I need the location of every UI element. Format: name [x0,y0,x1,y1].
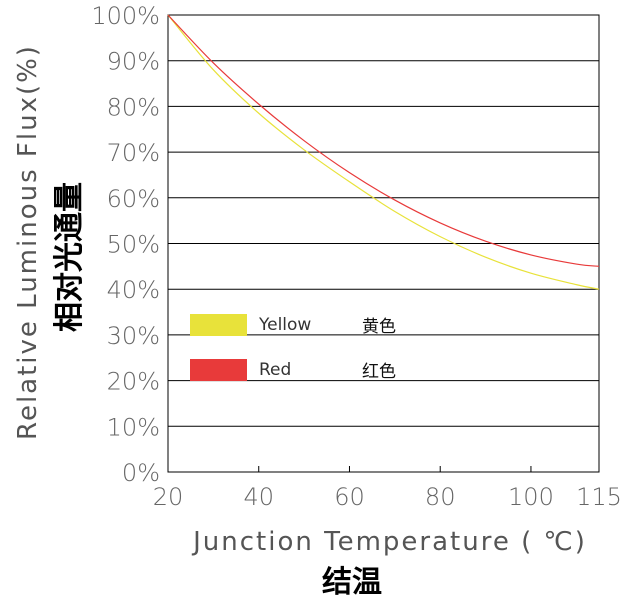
y-tick-label: 30% [107,322,160,350]
y-tick-label: 100% [91,2,160,30]
y-tick-label: 70% [107,139,160,167]
y-tick-label: 0% [122,459,160,487]
x-axis-label-cn: 结温 [322,565,382,600]
legend-label-red: Red [259,360,291,380]
series-lines [167,14,600,290]
legend-swatch-yellow [190,314,247,336]
x-tick-labels: 20 40 60 80 100 115 [153,466,622,511]
y-tick-label: 80% [107,93,160,121]
series-line-yellow [167,14,600,290]
series-line-red [167,14,600,267]
y-tick-label: 40% [107,276,160,304]
y-axis-label: Relative Luminous Flux(%) [13,44,43,440]
y-tick-labels: 0% 10% 20% 30% 40% 50% 60% 70% 80% 90% 100% [91,2,160,487]
legend-label-cn-yellow: 黄色 [362,317,396,337]
x-tick-label: 115 [576,483,622,511]
y-axis-label-cn: 相对光通量 [52,182,87,332]
x-tick-label: 20 [153,483,184,511]
y-tick-label: 60% [107,185,160,213]
x-tick-label: 100 [508,483,554,511]
legend-label-yellow: Yellow [258,315,311,335]
x-tick-label: 40 [243,483,274,511]
y-tick-label: 20% [107,368,160,396]
legend-label-cn-red: 红色 [362,362,396,382]
legend-swatch-red [190,359,247,381]
x-tick-label: 60 [334,483,365,511]
x-axis-label: Junction Temperature ( ℃) [191,527,587,557]
y-tick-label: 50% [107,231,160,259]
legend: Yellow 黄色 Red 红色 [190,314,396,382]
x-tick-label: 80 [425,483,456,511]
y-tick-label: 10% [107,413,160,441]
plot-frame [167,14,600,473]
y-tick-label: 90% [107,48,160,76]
